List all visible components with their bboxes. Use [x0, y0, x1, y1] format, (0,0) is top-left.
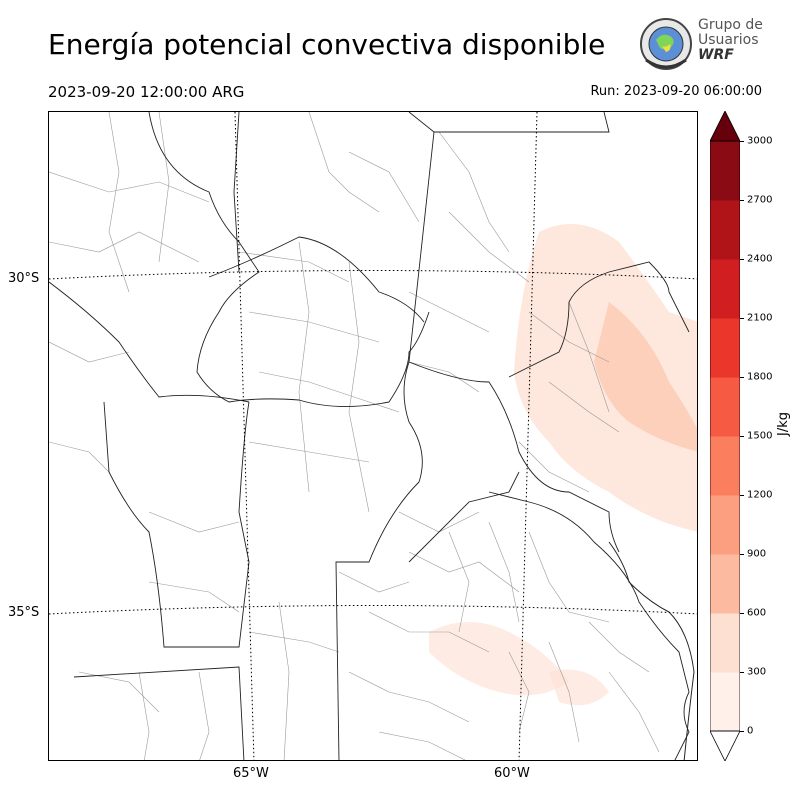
department-boundaries [49, 112, 660, 760]
cape-shading-south [429, 622, 569, 696]
globe-emblem-icon [640, 18, 692, 70]
colorbar-tick-label: 3000 [747, 135, 773, 147]
colorbar-segment [710, 672, 740, 732]
colorbar-tick-label: 2400 [747, 253, 773, 265]
colorbar-tick-mark [740, 259, 744, 260]
colorbar-tick-mark [740, 672, 744, 673]
colorbar-tick-label: 1500 [747, 430, 773, 442]
colorbar-tick-label: 300 [747, 666, 767, 678]
colorbar-over-triangle [710, 111, 740, 142]
colorbar-tick-mark [740, 554, 744, 555]
colorbar-segment [710, 377, 740, 437]
colorbar-tick-mark [740, 318, 744, 319]
logo-line3: WRF [698, 47, 734, 63]
colorbar-tick-label: 0 [747, 725, 754, 737]
province-boundaries [49, 112, 690, 760]
colorbar-tick-label: 2700 [747, 194, 773, 206]
colorbar-under-triangle [710, 730, 740, 761]
colorbar [710, 111, 740, 761]
colorbar-segments [710, 141, 740, 732]
colorbar-segment [710, 259, 740, 319]
colorbar-tick-label: 2100 [747, 312, 773, 324]
cape-shading-mid [594, 302, 697, 452]
colorbar-tick-mark [740, 436, 744, 437]
logo-line1: Grupo de [698, 17, 763, 33]
map-svg [49, 112, 697, 760]
logo-line2: Usuarios [698, 32, 759, 48]
graticule [49, 112, 697, 760]
colorbar-segment [710, 613, 740, 673]
colorbar-tick-label: 1200 [747, 489, 773, 501]
lon-label-60w: 60°W [494, 766, 530, 781]
colorbar-segment [710, 200, 740, 260]
colorbar-segment [710, 495, 740, 555]
coastline [608, 541, 695, 760]
lat-label-35s: 35°S [8, 605, 40, 620]
lon-label-65w: 65°W [233, 766, 269, 781]
lat-label-30s: 30°S [8, 271, 40, 286]
run-time-label: Run: 2023-09-20 06:00:00 [590, 84, 762, 99]
colorbar-unit-label: J/kg [776, 412, 791, 436]
wrf-group-logo: Grupo de Usuarios WRF [638, 16, 768, 74]
cape-map [48, 111, 698, 761]
map-title: Energía potencial convectiva disponible [48, 28, 606, 61]
colorbar-tick-label: 1800 [747, 371, 773, 383]
cape-shading-southeast [549, 669, 609, 706]
colorbar-segment [710, 141, 740, 201]
colorbar-tick-mark [740, 200, 744, 201]
colorbar-tick-mark [740, 613, 744, 614]
colorbar-tick-mark [740, 731, 744, 732]
colorbar-tick-label: 900 [747, 548, 767, 560]
colorbar-tick-mark [740, 495, 744, 496]
colorbar-tick-label: 600 [747, 607, 767, 619]
colorbar-segment [710, 554, 740, 614]
cape-shading [429, 224, 697, 706]
colorbar-segment [710, 436, 740, 496]
colorbar-tick-mark [740, 141, 744, 142]
colorbar-segment [710, 318, 740, 378]
colorbar-tick-mark [740, 377, 744, 378]
valid-time-label: 2023-09-20 12:00:00 ARG [48, 83, 245, 101]
